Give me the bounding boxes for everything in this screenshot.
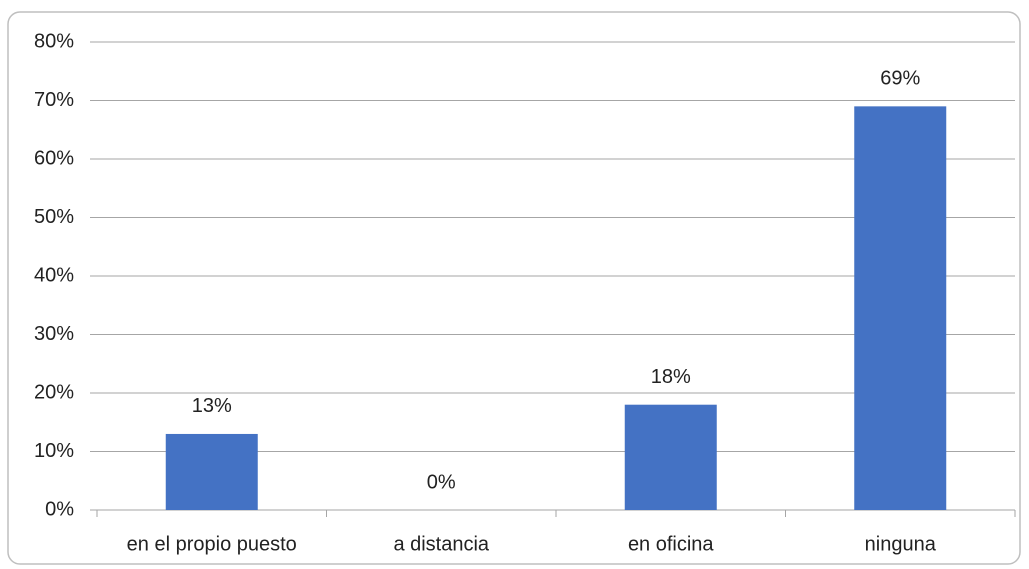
x-tick-label: en oficina [628,533,714,555]
y-tick-label: 40% [34,264,74,286]
bar [854,106,947,510]
y-tick-label: 30% [34,323,74,345]
data-label: 13% [192,395,232,417]
bar [165,433,258,510]
x-tick-label: a distancia [393,533,489,555]
chart-frame [7,11,1021,565]
y-tick-label: 80% [34,30,74,52]
y-tick-label: 10% [34,440,74,462]
y-tick-label: 60% [34,147,74,169]
data-label: 0% [427,471,456,493]
y-tick-label: 0% [45,498,74,520]
data-label: 69% [880,68,920,90]
data-label: 18% [651,366,691,388]
x-tick-label: en el propio puesto [127,533,297,555]
y-tick-label: 50% [34,206,74,228]
y-tick-label: 20% [34,381,74,403]
bar [624,404,717,510]
y-tick-label: 70% [34,89,74,111]
x-tick-label: ninguna [865,533,937,555]
